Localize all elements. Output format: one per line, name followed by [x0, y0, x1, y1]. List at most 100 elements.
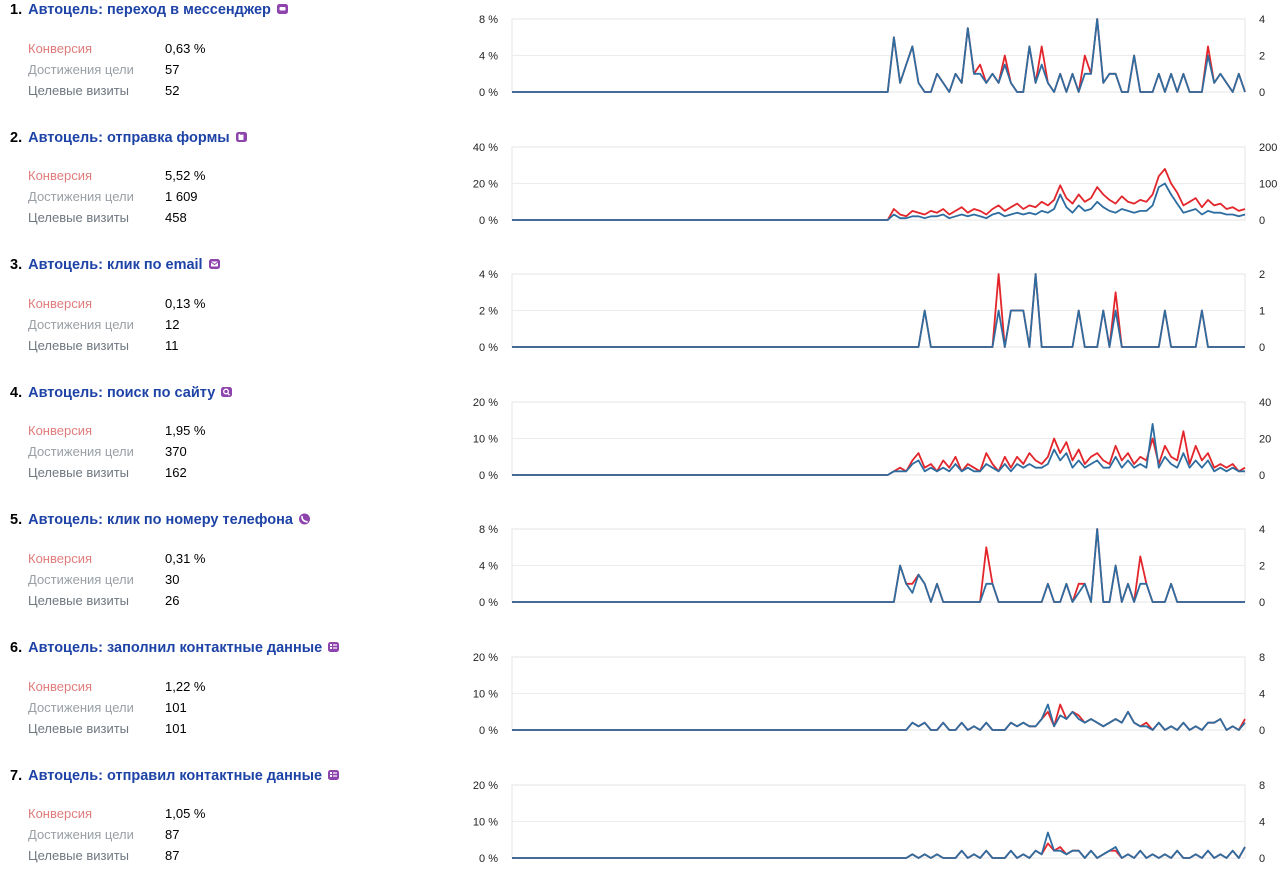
metric-visits-value: 26 — [165, 592, 180, 608]
metric-conversion: Конверсия 1,95 % — [28, 421, 205, 441]
metric-conversion: Конверсия 1,05 % — [28, 804, 205, 824]
metric-visits: Целевые визиты 162 — [28, 463, 187, 483]
metric-conversion: Конверсия 0,31 % — [28, 548, 205, 568]
metric-visits: Целевые визиты 87 — [28, 846, 179, 866]
left-tick-label: 0 % — [479, 87, 498, 99]
goal-block: 1. Автоцель: переход в мессенджер Конверси… — [0, 0, 1280, 128]
goal-chart: 20 % 10 % 0 % 40 20 0 — [470, 383, 1280, 493]
goal-title: 5. Автоцель: клик по номеру телефона — [10, 510, 311, 530]
goal-number: 5. — [10, 512, 23, 529]
chart-svg: 4 % 2 % 0 % 2 1 0 — [479, 269, 1265, 354]
metric-reaches-label: Достижения цели — [28, 189, 134, 205]
metric-visits-label: Целевые визиты — [28, 720, 130, 736]
metric-reaches: Достижения цели 57 — [28, 59, 179, 79]
metric-reaches: Достижения цели 101 — [28, 697, 187, 717]
goal-name-link[interactable]: Автоцель: клик по email — [28, 257, 203, 274]
goal-title: 1. Автоцель: переход в мессенджер — [10, 0, 289, 20]
right-tick-label: 20 — [1259, 433, 1271, 445]
chart-svg: 20 % 10 % 0 % 8 4 0 — [473, 780, 1265, 865]
metric-conversion-label: Конверсия — [28, 40, 93, 56]
metric-visits-value: 458 — [165, 210, 187, 226]
metric-reaches-label: Достижения цели — [28, 827, 134, 843]
metric-conversion-label: Конверсия — [28, 806, 93, 822]
metric-visits: Целевые визиты 101 — [28, 718, 187, 738]
goal-name-link[interactable]: Автоцель: поиск по сайту — [28, 384, 216, 401]
metric-visits-label: Целевые визиты — [28, 82, 130, 98]
goal-title: 2. Автоцель: отправка формы — [10, 128, 248, 148]
metric-conversion-label: Конверсия — [28, 295, 93, 311]
goal-name-link[interactable]: Автоцель: отправка формы — [28, 129, 230, 146]
metric-visits-value: 11 — [165, 337, 179, 353]
left-tick-label: 0 % — [479, 725, 498, 737]
goal-number: 3. — [10, 257, 23, 274]
metric-reaches-value: 12 — [165, 316, 180, 332]
search-icon — [220, 386, 233, 398]
metric-visits-label: Целевые визиты — [28, 210, 130, 226]
series-line-conversion — [512, 703, 1246, 731]
series-line-visits — [512, 182, 1246, 221]
metric-reaches-value: 101 — [165, 699, 187, 715]
right-tick-label: 4 — [1259, 14, 1265, 26]
metric-conversion-value: 0,63 % — [165, 40, 206, 56]
metric-reaches-label: Достижения цели — [28, 444, 134, 460]
goal-block: 7. Автоцель: отправил контактные данные Ко… — [0, 766, 1280, 894]
chart-svg: 20 % 10 % 0 % 40 20 0 — [473, 397, 1271, 482]
left-tick-label: 10 % — [473, 689, 498, 701]
left-tick-label: 40 % — [473, 142, 498, 154]
left-tick-label: 20 % — [473, 652, 498, 664]
metric-conversion-value: 0,31 % — [165, 550, 206, 566]
goal-title: 6. Автоцель: заполнил контактные данные — [10, 638, 340, 658]
metric-reaches: Достижения цели 87 — [28, 825, 179, 845]
left-tick-label: 0 % — [479, 597, 498, 609]
right-tick-label: 8 — [1259, 652, 1265, 664]
left-tick-label: 8 % — [479, 524, 498, 536]
left-tick-label: 4 % — [479, 561, 498, 573]
left-tick-label: 20 % — [473, 178, 498, 190]
goal-block: 6. Автоцель: заполнил контактные данные Ко… — [0, 638, 1280, 766]
goal-block: 3. Автоцель: клик по email Конверсия 0,13 %… — [0, 255, 1280, 383]
metric-visits: Целевые визиты 11 — [28, 335, 179, 355]
goal-name-link[interactable]: Автоцель: переход в мессенджер — [28, 2, 271, 18]
metric-reaches-value: 87 — [165, 827, 180, 843]
goal-block: 4. Автоцель: поиск по сайту Конверсия 1,95 … — [0, 383, 1280, 511]
metric-reaches-value: 57 — [165, 61, 180, 77]
metric-reaches-label: Достижения цели — [28, 699, 134, 715]
goal-title: 4. Автоцель: поиск по сайту — [10, 383, 233, 403]
metric-conversion-value: 5,52 % — [165, 168, 206, 184]
goal-number: 6. — [10, 640, 23, 656]
metric-reaches-label: Достижения цели — [28, 571, 134, 587]
metric-conversion: Конверсия 0,13 % — [28, 293, 205, 313]
metric-reaches-value: 30 — [165, 571, 180, 587]
left-tick-label: 0 % — [479, 470, 498, 482]
left-tick-label: 20 % — [473, 780, 498, 792]
left-tick-label: 0 % — [479, 853, 498, 865]
series-line-visits — [512, 273, 1245, 349]
metric-visits-value: 101 — [165, 720, 187, 736]
goal-block: 2. Автоцель: отправка формы Конверсия 5,52 … — [0, 128, 1280, 256]
chat-icon — [276, 3, 289, 15]
goal-name-link[interactable]: Автоцель: клик по номеру телефона — [28, 512, 293, 529]
goal-title: 7. Автоцель: отправил контактные данные — [10, 766, 340, 786]
goal-name-link[interactable]: Автоцель: заполнил контактные данные — [28, 640, 323, 656]
right-tick-label: 0 — [1259, 470, 1265, 482]
metric-conversion: Конверсия 1,22 % — [28, 676, 205, 696]
metric-visits-label: Целевые визиты — [28, 337, 130, 353]
chart-svg: 8 % 4 % 0 % 4 2 0 — [479, 524, 1265, 609]
goal-block: 5. Автоцель: клик по номеру телефона Конве… — [0, 510, 1280, 638]
right-tick-label: 0 — [1259, 597, 1265, 609]
metric-reaches-value: 370 — [165, 444, 187, 460]
left-tick-label: 0 % — [479, 342, 498, 354]
goal-chart: 20 % 10 % 0 % 8 4 0 — [470, 766, 1280, 876]
right-tick-label: 4 — [1259, 524, 1265, 536]
metric-reaches: Достижения цели 12 — [28, 314, 179, 334]
goal-chart: 20 % 10 % 0 % 8 4 0 — [470, 638, 1280, 748]
form-icon — [235, 131, 248, 143]
right-tick-label: 2 — [1259, 269, 1265, 281]
left-tick-label: 8 % — [479, 14, 498, 26]
right-tick-label: 0 — [1259, 215, 1265, 227]
right-tick-label: 200 — [1259, 142, 1277, 154]
goal-title: 3. Автоцель: клик по email — [10, 255, 221, 275]
right-tick-label: 100 — [1259, 178, 1277, 190]
goal-name-link[interactable]: Автоцель: отправил контактные данные — [28, 767, 323, 784]
right-tick-label: 0 — [1259, 853, 1265, 865]
